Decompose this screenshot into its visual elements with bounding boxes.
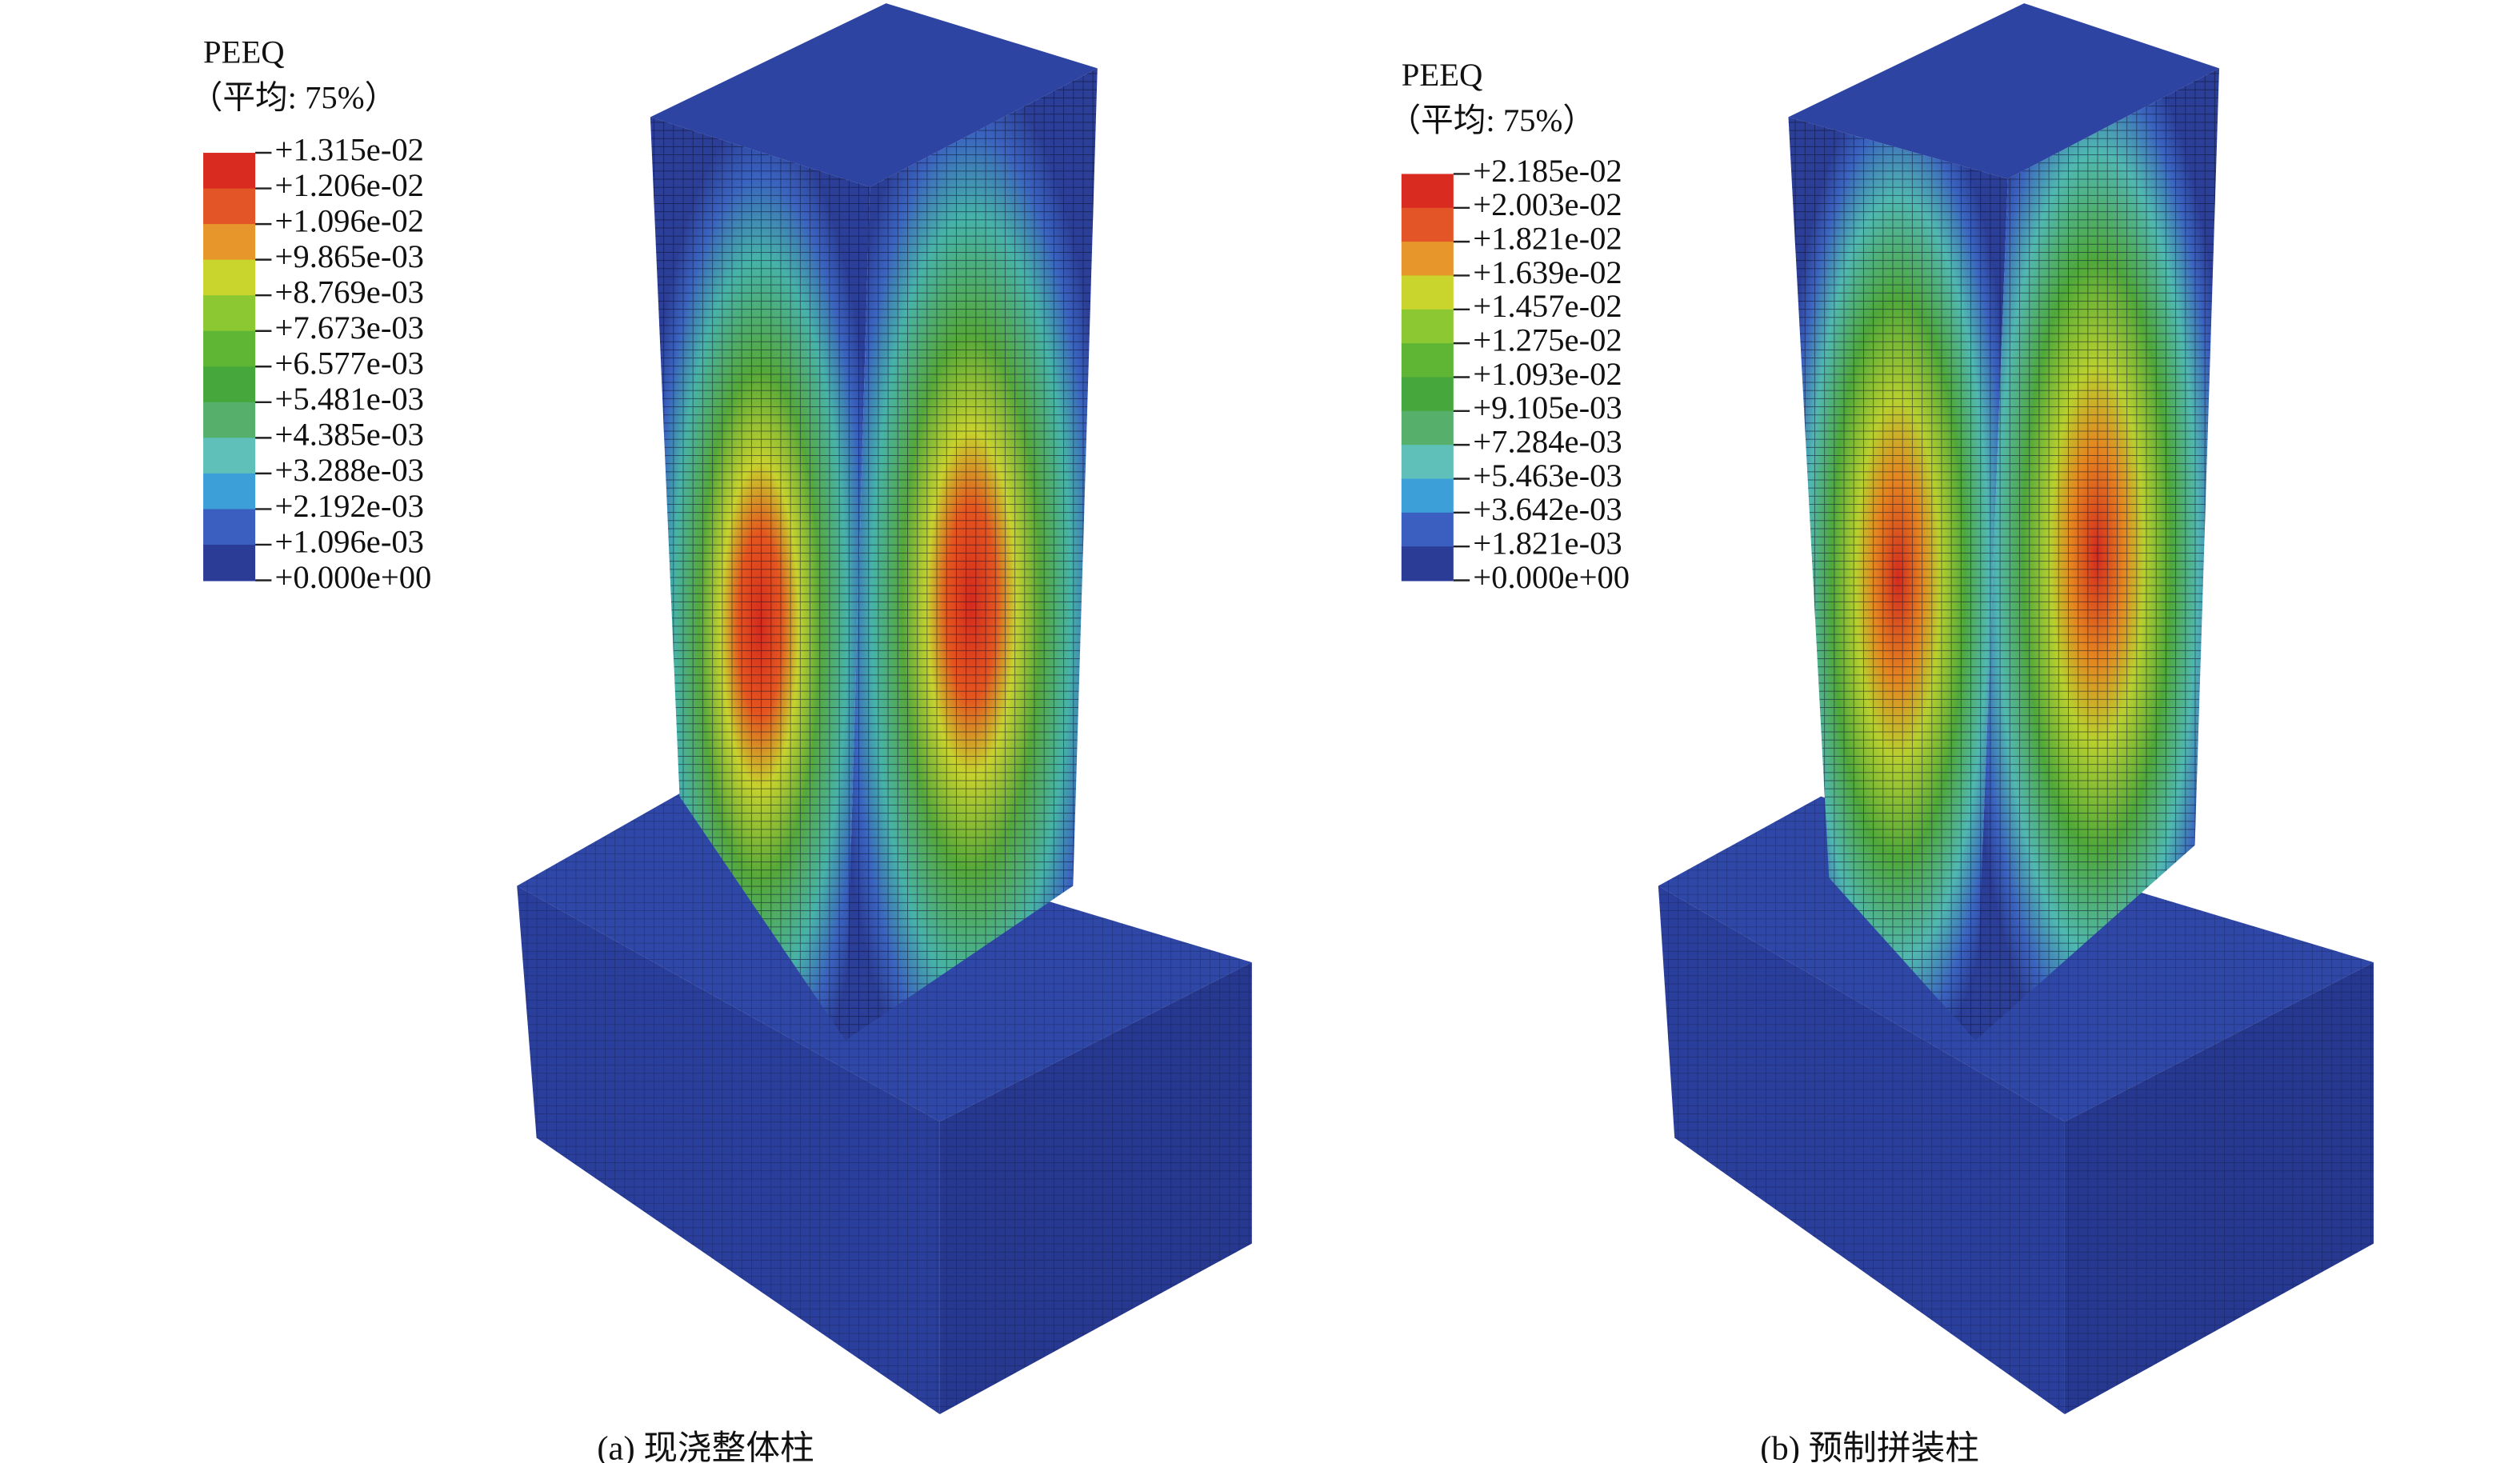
legend-swatch: [1401, 512, 1454, 548]
legend-label: +2.192e-03: [274, 488, 424, 524]
legend-swatch: [203, 473, 256, 510]
legend-label: +0.000e+00: [1473, 559, 1630, 595]
legend-swatch: [1401, 275, 1454, 310]
legend-swatch: [1401, 174, 1454, 209]
model-b: [1658, 3, 2374, 1415]
legend-swatch: [1401, 309, 1454, 345]
legend-label: +3.288e-03: [274, 452, 424, 488]
legend-label: +1.096e-03: [274, 523, 424, 559]
legend-label: +2.003e-02: [1473, 186, 1622, 222]
legend-label: +7.673e-03: [274, 310, 424, 346]
legend-swatch: [203, 224, 256, 261]
legend-label: +1.206e-02: [274, 167, 424, 203]
legend-swatch: [203, 188, 256, 226]
legend-swatch: [203, 295, 256, 332]
legend-label: +1.639e-02: [1473, 254, 1622, 290]
legend-label: +8.769e-03: [274, 274, 424, 310]
legend-label: +6.577e-03: [274, 346, 424, 382]
legend-label: +1.096e-02: [274, 202, 424, 238]
legend-label: +1.821e-02: [1473, 220, 1622, 256]
legend-label: +7.284e-03: [1473, 423, 1622, 459]
legend-label: +1.093e-02: [1473, 356, 1622, 392]
legend-swatch: [203, 259, 256, 297]
legend-label: +1.315e-02: [274, 131, 424, 167]
legend-label: +1.275e-02: [1473, 322, 1622, 358]
legend-swatch: [1401, 546, 1454, 582]
legend-subtitle: （平均: 75%）: [1389, 102, 1595, 138]
legend-label: +5.463e-03: [1473, 458, 1622, 494]
legend-swatch: [1401, 377, 1454, 412]
legend-swatch: [1401, 242, 1454, 277]
legend-swatch: [203, 544, 256, 582]
legend-swatch: [203, 438, 256, 474]
legend-swatch: [1401, 478, 1454, 514]
caption: (a) 现浇整体柱: [597, 1430, 814, 1463]
legend-label: +9.105e-03: [1473, 390, 1622, 426]
legend-swatch: [203, 366, 256, 403]
legend-swatch: [203, 330, 256, 368]
legend-swatch: [203, 509, 256, 546]
legend-label: +3.642e-03: [1473, 491, 1622, 527]
legend-label: +9.865e-03: [274, 238, 424, 274]
legend-swatch: [1401, 343, 1454, 378]
legend-label: +2.185e-02: [1473, 153, 1622, 189]
model-a: [517, 3, 1252, 1415]
legend-label: +1.457e-02: [1473, 288, 1622, 324]
legend-label: +1.821e-03: [1473, 525, 1622, 561]
legend-title: PEEQ: [1402, 57, 1483, 93]
legend-swatch: [1401, 445, 1454, 480]
legend-swatch: [1401, 410, 1454, 446]
legend-label: +4.385e-03: [274, 417, 424, 453]
legend-title: PEEQ: [203, 34, 285, 70]
legend-subtitle: （平均: 75%）: [190, 79, 397, 115]
legend-label: +5.481e-03: [274, 381, 424, 417]
legend-swatch: [1401, 207, 1454, 243]
legend-label: +0.000e+00: [274, 559, 431, 595]
legend-swatch: [203, 402, 256, 439]
legend-swatch: [203, 153, 256, 190]
caption: (b) 预制拼装柱: [1760, 1430, 1979, 1463]
